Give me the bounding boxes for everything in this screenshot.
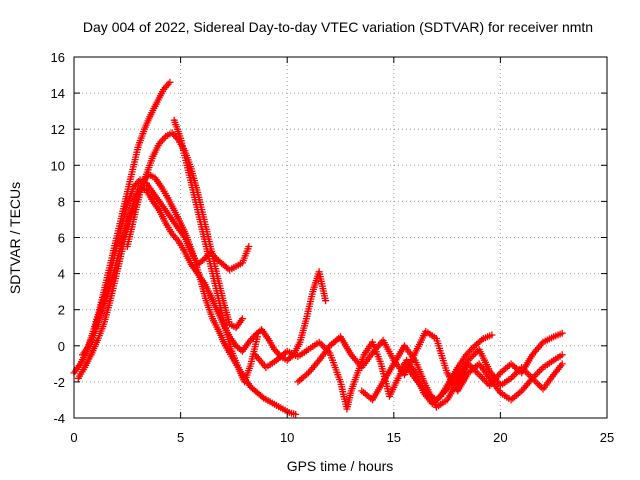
series-plus-markers bbox=[358, 329, 566, 411]
y-tick-label: 0 bbox=[58, 339, 65, 354]
x-tick-label: 5 bbox=[177, 430, 184, 445]
series-trace-6 bbox=[170, 116, 261, 386]
x-tick-label: 0 bbox=[70, 430, 77, 445]
y-tick-label: 16 bbox=[51, 50, 65, 65]
series-trace-4 bbox=[91, 176, 253, 332]
x-tick-label: 25 bbox=[600, 430, 614, 445]
axes-layer: 0 5 10 15 20 25 -4 -2 0 2 4 6 8 10 12 14 16 bbox=[51, 50, 615, 445]
y-tick-label: 6 bbox=[58, 231, 65, 246]
plot-frame bbox=[73, 56, 608, 419]
x-axis-label: GPS time / hours bbox=[287, 458, 394, 474]
y-tick-label: 14 bbox=[51, 86, 65, 101]
series-plus-markers bbox=[401, 345, 566, 404]
series-plus-markers bbox=[91, 176, 253, 332]
y-tick-label: 10 bbox=[51, 158, 65, 173]
x-tick-label: 10 bbox=[280, 430, 294, 445]
y-tick-label: 12 bbox=[51, 122, 65, 137]
series-plus-markers bbox=[170, 116, 261, 386]
y-tick-label: 2 bbox=[58, 303, 65, 318]
chart-title: Day 004 of 2022, Sidereal Day-to-day VTE… bbox=[83, 19, 593, 35]
y-tick-label: -4 bbox=[53, 411, 65, 426]
x-tick-label: 15 bbox=[387, 430, 401, 445]
series-trace-8 bbox=[294, 327, 566, 404]
y-tick-label: 4 bbox=[58, 267, 65, 282]
series-trace-9 bbox=[358, 329, 566, 411]
series-plus-markers bbox=[74, 170, 300, 418]
x-tick-label: 20 bbox=[493, 430, 507, 445]
y-tick-label: 8 bbox=[58, 194, 65, 209]
y-axis-label: SDTVAR / TECUs bbox=[7, 182, 23, 294]
series-trace-10 bbox=[401, 345, 566, 404]
y-tick-label: -2 bbox=[53, 375, 65, 390]
grid-layer bbox=[74, 57, 607, 418]
